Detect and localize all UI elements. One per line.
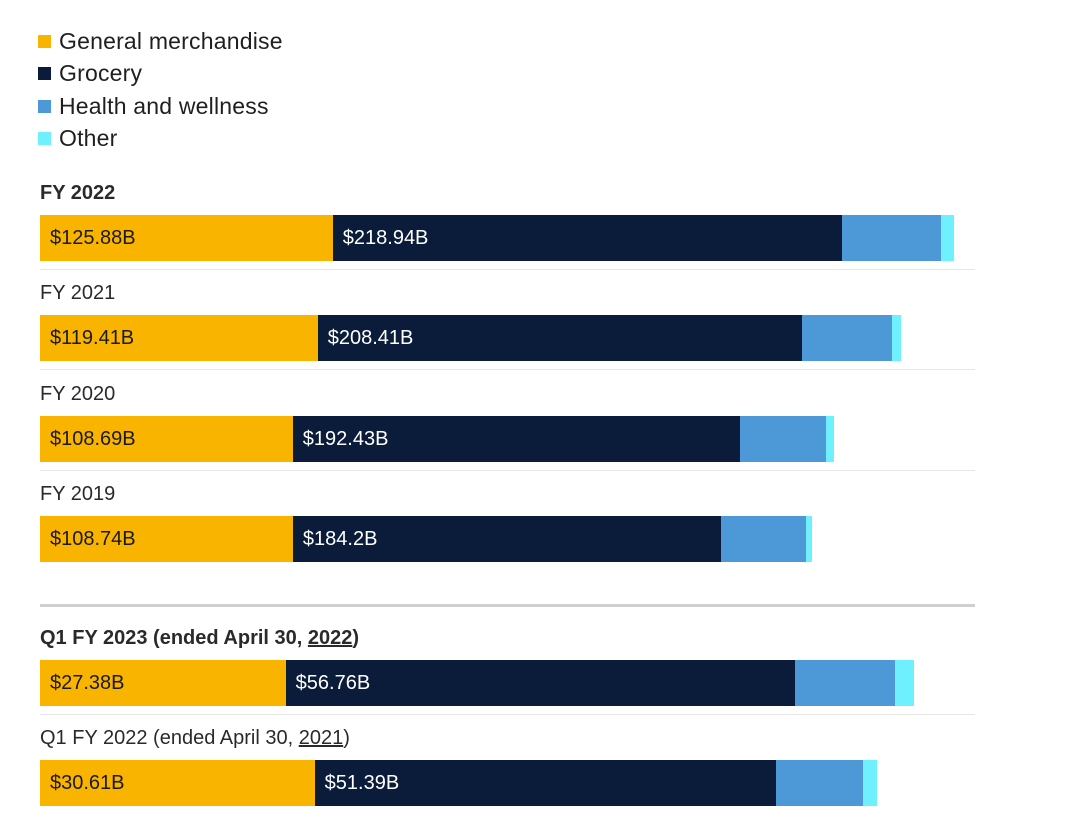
legend-item: Other: [38, 123, 283, 156]
stacked-bar: $125.88B $218.94B: [40, 215, 954, 261]
stacked-bar: $27.38B $56.76B: [40, 660, 915, 706]
data-label: $27.38B: [50, 672, 125, 694]
bar-segment-health-and-wellness: [841, 215, 941, 261]
data-label: $192.43B: [302, 428, 389, 450]
row-title-text: FY 2021: [40, 282, 116, 304]
row-title-suffix: ): [352, 627, 360, 649]
row-title: FY 2019: [40, 483, 115, 506]
data-label: $30.61B: [50, 772, 125, 794]
data-label: $125.88B: [50, 227, 136, 249]
bar-segment-grocery: $208.41B: [317, 315, 803, 361]
bar-segment-grocery: $184.2B: [292, 516, 722, 562]
legend-swatch: [38, 99, 51, 113]
bar-row: Q1 FY 2023 (ended April 30, 2022) $27.38B…: [40, 627, 975, 717]
row-title-date-link[interactable]: 2021: [298, 727, 344, 749]
row-title-date-link[interactable]: 2022: [307, 627, 353, 649]
bar-segment-other: [940, 215, 954, 261]
stacked-bar: $108.69B $192.43B: [40, 416, 835, 462]
row-separator: [40, 714, 975, 715]
bar-segment-general-merchandise: $108.74B: [40, 516, 293, 562]
bar-segment-general-merchandise: $30.61B: [40, 760, 315, 806]
bar-segment-health-and-wellness: [721, 516, 806, 562]
bar-segment-health-and-wellness: [740, 416, 827, 462]
legend-item: Health and wellness: [38, 90, 283, 123]
bar-row: Q1 FY 2022 (ended April 30, 2021) $30.61B…: [40, 727, 975, 817]
row-separator: [40, 269, 975, 270]
bar-row: FY 2021 $119.41B $208.41B: [40, 282, 975, 372]
legend-label: Health and wellness: [59, 92, 269, 119]
bar-row: FY 2022 $125.88B $218.94B: [40, 182, 975, 272]
data-label: $51.39B: [324, 772, 400, 794]
legend-item: Grocery: [38, 58, 283, 91]
row-separator: [40, 470, 975, 471]
bar-row: FY 2020 $108.69B $192.43B: [40, 383, 975, 473]
row-title-text: FY 2020: [40, 383, 116, 405]
row-title-text: FY 2019: [40, 483, 116, 505]
data-label: $108.74B: [50, 528, 136, 550]
legend-label: Grocery: [59, 60, 143, 87]
bar-segment-health-and-wellness: [802, 315, 893, 361]
row-title-text: Q1 FY 2022 (ended April 30,: [40, 727, 299, 749]
bar-segment-other: [826, 416, 835, 462]
row-title: Q1 FY 2023 (ended April 30, 2022): [40, 627, 359, 650]
data-label: $108.69B: [50, 428, 136, 450]
legend-item: General merchandise: [38, 25, 283, 58]
bar-segment-other: [805, 516, 813, 562]
stacked-bar: $30.61B $51.39B: [40, 760, 878, 806]
bar-segment-other: [894, 660, 915, 706]
legend-label: General merchandise: [59, 27, 283, 54]
stacked-bar: $119.41B $208.41B: [40, 315, 901, 361]
legend: General merchandise Grocery Health and wel…: [38, 25, 283, 155]
data-label: $208.41B: [327, 327, 414, 349]
data-label: $218.94B: [342, 227, 429, 249]
bar-segment-general-merchandise: $125.88B: [40, 215, 333, 261]
bar-row: FY 2019 $108.74B $184.2B: [40, 483, 975, 573]
legend-swatch: [38, 132, 51, 146]
legend-swatch: [38, 34, 51, 48]
row-title: FY 2020: [40, 383, 115, 406]
data-label: $56.76B: [295, 672, 371, 694]
bar-segment-grocery: $56.76B: [285, 660, 795, 706]
row-title-text: FY 2022: [40, 182, 116, 204]
bar-segment-grocery: $218.94B: [332, 215, 842, 261]
row-title: FY 2022: [40, 182, 115, 205]
section-divider: [40, 604, 975, 607]
row-title-text: Q1 FY 2023 (ended April 30,: [40, 627, 308, 649]
bar-segment-other: [892, 315, 901, 361]
bar-segment-health-and-wellness: [794, 660, 895, 706]
bar-segment-grocery: $51.39B: [314, 760, 776, 806]
bar-segment-general-merchandise: $27.38B: [40, 660, 286, 706]
data-label: $184.2B: [302, 528, 378, 550]
legend-swatch: [38, 67, 51, 81]
row-title: Q1 FY 2022 (ended April 30, 2021): [40, 727, 350, 750]
legend-label: Other: [59, 125, 118, 152]
bar-segment-general-merchandise: $108.69B: [40, 416, 293, 462]
row-separator: [40, 369, 975, 370]
data-label: $119.41B: [50, 327, 135, 349]
row-title: FY 2021: [40, 282, 115, 305]
bar-segment-general-merchandise: $119.41B: [40, 315, 318, 361]
stacked-bar: $108.74B $184.2B: [40, 516, 813, 562]
row-title-suffix: ): [343, 727, 350, 749]
bar-segment-health-and-wellness: [775, 760, 863, 806]
bar-segment-other: [862, 760, 878, 806]
bar-segment-grocery: $192.43B: [292, 416, 741, 462]
